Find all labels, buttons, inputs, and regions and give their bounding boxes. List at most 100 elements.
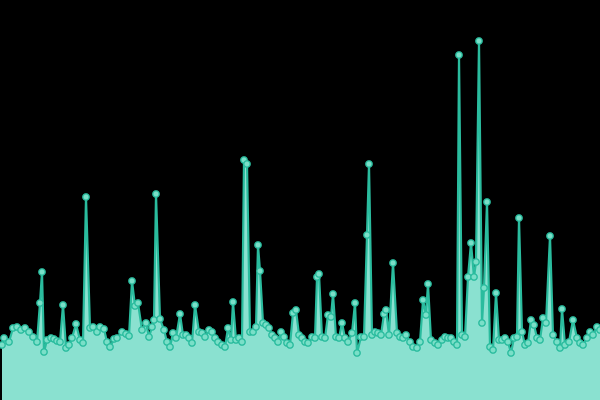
data-point-marker [413, 344, 421, 352]
data-point-marker [254, 241, 262, 249]
data-point-marker [0, 334, 8, 342]
data-point-marker [492, 289, 500, 297]
data-point-marker [38, 268, 46, 276]
data-point-marker [402, 331, 410, 339]
data-point-marker [82, 193, 90, 201]
data-point-marker [489, 346, 497, 354]
data-point-marker [56, 338, 64, 346]
data-point-marker [455, 51, 463, 59]
data-point-marker [321, 334, 329, 342]
data-point-marker [292, 306, 300, 314]
data-point-marker [72, 320, 80, 328]
data-point-marker [385, 331, 393, 339]
data-point-marker [338, 319, 346, 327]
data-point-marker [553, 338, 561, 346]
data-point-marker [569, 316, 577, 324]
data-point-marker [507, 349, 515, 357]
data-point-marker [201, 333, 209, 341]
data-point-marker [113, 334, 121, 342]
data-point-marker [518, 328, 526, 336]
data-point-marker [365, 160, 373, 168]
data-point-marker [238, 338, 246, 346]
data-point-marker [424, 280, 432, 288]
data-point-marker [583, 334, 591, 342]
data-point-marker [478, 319, 486, 327]
data-point-marker [311, 334, 319, 342]
data-point-marker [472, 258, 480, 266]
data-point-marker [0, 341, 6, 349]
data-point-marker [59, 301, 67, 309]
data-point-marker [145, 333, 153, 341]
data-point-marker [229, 298, 237, 306]
data-point-marker [348, 329, 356, 337]
data-point-marker [243, 160, 251, 168]
data-point-marker [344, 338, 352, 346]
data-point-marker [422, 311, 430, 319]
data-point-marker [134, 299, 142, 307]
data-point-marker [536, 336, 544, 344]
data-point-marker [100, 325, 108, 333]
data-point-marker [434, 341, 442, 349]
data-point-marker [256, 267, 264, 275]
data-point-marker [530, 321, 538, 329]
data-point-marker [467, 239, 475, 247]
data-point-marker [382, 306, 390, 314]
data-point-marker [286, 341, 294, 349]
data-point-marker [360, 333, 368, 341]
data-point-marker [25, 328, 33, 336]
data-point-marker [579, 341, 587, 349]
data-point-marker [504, 338, 512, 346]
data-point-marker [419, 296, 427, 304]
data-point-marker [315, 270, 323, 278]
data-point-marker [351, 299, 359, 307]
data-point-marker [252, 323, 260, 331]
data-point-marker [329, 290, 337, 298]
data-point-marker [542, 319, 550, 327]
data-point-marker [224, 324, 232, 332]
data-point-marker [274, 338, 282, 346]
data-point-marker [106, 343, 114, 351]
data-point-marker [128, 277, 136, 285]
data-point-marker [156, 315, 164, 323]
data-point-marker [475, 37, 483, 45]
data-point-marker [453, 341, 461, 349]
data-point-marker [5, 338, 13, 346]
data-point-marker [68, 334, 76, 342]
data-point-marker [79, 339, 87, 347]
data-point-marker [304, 339, 312, 347]
data-point-marker [176, 310, 184, 318]
data-point-marker [36, 299, 44, 307]
data-point-marker [280, 333, 288, 341]
data-point-marker [152, 190, 160, 198]
data-point-marker [160, 326, 168, 334]
data-point-marker [461, 333, 469, 341]
data-point-marker [138, 326, 146, 334]
data-point-marker [265, 324, 273, 332]
data-point-marker [65, 341, 73, 349]
data-point-marker [208, 328, 216, 336]
data-point-marker [549, 331, 557, 339]
data-point-marker [470, 273, 478, 281]
data-point-marker [389, 259, 397, 267]
data-point-marker [558, 305, 566, 313]
data-point-marker [416, 338, 424, 346]
data-point-marker [353, 349, 361, 357]
data-point-marker [589, 331, 597, 339]
data-point-marker [188, 339, 196, 347]
data-point-marker [513, 333, 521, 341]
data-point-marker [191, 301, 199, 309]
data-point-marker [166, 343, 174, 351]
data-point-marker [483, 198, 491, 206]
data-point-marker [33, 338, 41, 346]
data-point-marker [29, 333, 37, 341]
data-point-marker [221, 343, 229, 351]
data-point-marker [125, 332, 133, 340]
data-point-marker [515, 214, 523, 222]
data-point-marker [327, 313, 335, 321]
data-point-marker [546, 232, 554, 240]
data-point-marker [172, 334, 180, 342]
data-point-marker [148, 323, 156, 331]
data-point-marker [40, 348, 48, 356]
